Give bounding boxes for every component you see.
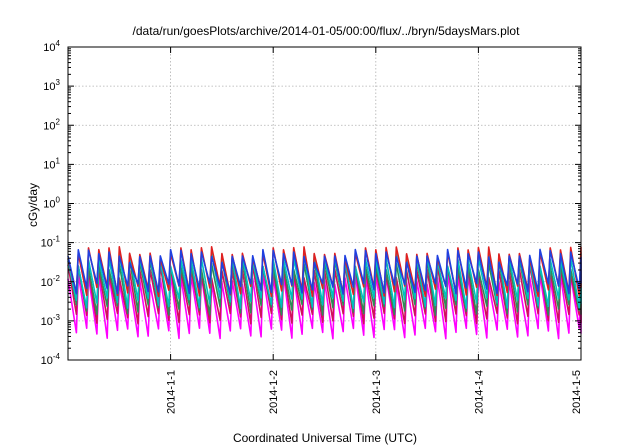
x-tick-label: 2014-1-3 — [371, 370, 383, 414]
y-tick-label: 10-1 — [41, 235, 61, 250]
y-tick-label: 101 — [43, 156, 60, 171]
x-axis-ticks: 2014-1-1 2014-1-2 2014-1-3 2014-1-4 2014-1-5 — [166, 47, 583, 414]
y-axis-ticks: 104 103 102 101 100 10-1 10-2 10-3 10-4 — [41, 39, 581, 367]
series-line — [67, 248, 582, 295]
y-tick-label: 103 — [43, 78, 60, 93]
y-tick-label: 10-4 — [41, 352, 61, 367]
series-line — [67, 273, 582, 340]
y-tick-label: 102 — [43, 117, 60, 132]
y-axis-label: cGy/day — [26, 183, 40, 227]
chart-title: /data/run/goesPlots/archive/2014-01-05/0… — [133, 24, 521, 38]
y-tick-label: 10-2 — [41, 274, 61, 289]
y-tick-label: 100 — [43, 196, 60, 211]
x-tick-label: 2014-1-5 — [571, 370, 583, 414]
y-tick-label: 104 — [43, 39, 60, 54]
x-axis-label: Coordinated Universal Time (UTC) — [233, 431, 417, 445]
series-group — [67, 246, 582, 340]
series-line — [67, 263, 582, 325]
y-tick-label: 10-3 — [41, 313, 61, 328]
x-tick-label: 2014-1-4 — [473, 370, 485, 414]
x-tick-label: 2014-1-2 — [268, 370, 280, 414]
x-tick-label: 2014-1-1 — [166, 370, 178, 414]
